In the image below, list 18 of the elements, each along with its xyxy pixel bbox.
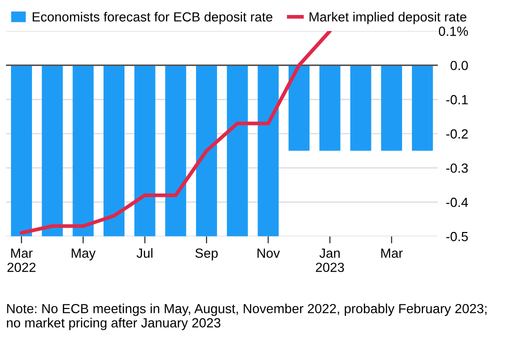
x-tick-label: Jul: [136, 248, 152, 258]
y-tick-label: -0.3: [446, 163, 468, 173]
y-tick-label: 0.1%: [438, 26, 468, 36]
legend-label: Economists forecast for ECB deposit rate: [32, 12, 272, 24]
y-tick-label: -0.5: [446, 232, 468, 242]
y-tick-label: -0.1: [446, 95, 468, 104]
legend-label: Market implied deposit rate: [310, 12, 466, 24]
x-tick-label: Nov: [258, 248, 280, 258]
text: Note: No ECB meetings in May, August, November 2022, probably February 2023; no market pricing after January 2023: [6, 304, 486, 330]
y-tick-label: -0.4: [446, 198, 468, 208]
x-tick-label: May: [72, 248, 96, 260]
y-tick-label: 0.0: [450, 60, 468, 70]
x-tick-label: Jan 2023: [316, 248, 344, 272]
x-tick-label: Sep: [195, 248, 218, 260]
x-tick-label: Mar 2022: [7, 248, 36, 272]
y-tick-label: -0.2: [446, 129, 468, 139]
line-series: [20, 31, 332, 235]
x-tick-label: Mar: [381, 248, 403, 258]
